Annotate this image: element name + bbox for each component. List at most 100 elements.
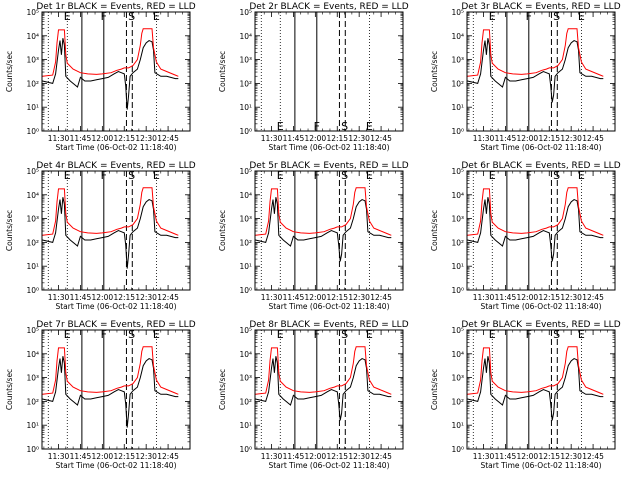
- plot-frame: [254, 11, 404, 132]
- events-series-line: [467, 197, 604, 262]
- y-tick-label: 10⁰: [239, 127, 252, 136]
- event-marker-label: E: [153, 169, 160, 182]
- plot-frame: [41, 11, 191, 132]
- x-tick-label: 12:30: [560, 293, 582, 302]
- events-series-line: [42, 197, 179, 269]
- y-tick-label: 10⁰: [239, 445, 252, 454]
- x-tick-label: 12:00: [92, 293, 114, 302]
- lld-series-line: [255, 346, 392, 395]
- lld-series-line: [42, 28, 179, 77]
- event-marker-label: F: [526, 10, 532, 23]
- chart-panel: Det 3r BLACK = Events, RED = LLD Counts/s…: [430, 2, 621, 152]
- event-marker-label: S: [553, 328, 560, 341]
- x-axis-label: Start Time (06-Oct-02 11:18:40): [55, 302, 176, 311]
- plot-frame: [466, 11, 616, 132]
- y-tick-label: 10⁵: [451, 167, 464, 176]
- lld-series-line: [42, 187, 179, 236]
- x-axis-label: Start Time (06-Oct-02 11:18:40): [480, 143, 601, 152]
- x-tick-label: 12:00: [305, 452, 327, 461]
- plot-frame: [466, 170, 616, 291]
- y-tick-label: 10⁵: [451, 8, 464, 17]
- event-marker-label: E: [153, 328, 160, 341]
- events-series-line: [42, 356, 179, 428]
- event-marker-label: E: [366, 169, 373, 182]
- x-axis-label: Start Time (06-Oct-02 11:18:40): [268, 143, 389, 152]
- y-tick-label: 10³: [451, 56, 464, 65]
- chart-panel: Det 1r BLACK = Events, RED = LLD Counts/s…: [5, 2, 196, 152]
- panel-title: Det 8r BLACK = Events, RED = LLD: [249, 320, 408, 330]
- plot-frame: [41, 170, 191, 291]
- y-axis-label: Counts/sec: [430, 210, 439, 251]
- event-marker-label: E: [366, 328, 373, 341]
- plot-frame: [466, 329, 616, 450]
- x-tick-label: 11:45: [283, 134, 305, 143]
- y-tick-label: 10⁴: [239, 32, 252, 41]
- event-marker-label: E: [277, 120, 284, 133]
- chart-panel: Det 6r BLACK = Events, RED = LLD Counts/s…: [430, 161, 621, 311]
- x-tick-label: 12:45: [370, 134, 392, 143]
- x-tick-label: 12:15: [326, 134, 348, 143]
- panel-title: Det 1r BLACK = Events, RED = LLD: [36, 2, 195, 12]
- x-tick-label: 12:30: [348, 134, 370, 143]
- y-tick-label: 10¹: [26, 262, 39, 271]
- panel-title: Det 3r BLACK = Events, RED = LLD: [461, 2, 620, 12]
- y-tick-label: 10⁴: [451, 32, 464, 41]
- x-tick-label: 11:45: [495, 134, 517, 143]
- x-tick-label: 11:30: [48, 452, 70, 461]
- x-tick-label: 12:15: [113, 134, 135, 143]
- event-marker-label: E: [277, 169, 284, 182]
- event-marker-label: E: [489, 328, 496, 341]
- x-axis-label: Start Time (06-Oct-02 11:18:40): [55, 461, 176, 470]
- x-tick-label: 12:30: [135, 134, 157, 143]
- x-tick-label: 12:00: [517, 134, 539, 143]
- y-tick-label: 10³: [239, 215, 252, 224]
- y-tick-label: 10²: [451, 79, 464, 88]
- x-tick-label: 12:15: [326, 452, 348, 461]
- event-marker-label: F: [314, 120, 320, 133]
- x-tick-label: 12:00: [517, 293, 539, 302]
- lld-series-line: [42, 346, 179, 395]
- y-tick-label: 10²: [26, 238, 39, 247]
- y-tick-label: 10³: [26, 215, 39, 224]
- y-tick-label: 10⁵: [26, 167, 39, 176]
- x-axis-label: Start Time (06-Oct-02 11:18:40): [268, 302, 389, 311]
- x-tick-label: 11:30: [473, 134, 495, 143]
- panel-title: Det 6r BLACK = Events, RED = LLD: [461, 161, 620, 171]
- x-tick-label: 11:30: [261, 293, 283, 302]
- x-tick-label: 11:30: [473, 293, 495, 302]
- y-tick-label: 10¹: [239, 103, 252, 112]
- panel-title: Det 9r BLACK = Events, RED = LLD: [461, 320, 620, 330]
- y-tick-label: 10³: [451, 215, 464, 224]
- y-tick-label: 10²: [451, 397, 464, 406]
- chart-panel: Det 8r BLACK = Events, RED = LLD Counts/s…: [218, 320, 409, 470]
- plot-frame: [41, 329, 191, 450]
- chart-panel: Det 7r BLACK = Events, RED = LLD Counts/s…: [5, 320, 196, 470]
- x-tick-label: 12:45: [370, 452, 392, 461]
- lld-series-line: [467, 187, 604, 236]
- y-tick-label: 10⁴: [26, 32, 39, 41]
- y-axis-label: Counts/sec: [218, 51, 227, 92]
- y-tick-label: 10⁰: [451, 127, 464, 136]
- event-marker-label: E: [64, 169, 71, 182]
- y-tick-label: 10⁵: [239, 8, 252, 17]
- plot-frame: [254, 329, 404, 450]
- x-tick-label: 11:45: [70, 134, 92, 143]
- event-marker-label: S: [553, 10, 560, 23]
- y-tick-label: 10²: [239, 238, 252, 247]
- y-tick-label: 10¹: [451, 421, 464, 430]
- y-tick-label: 10¹: [239, 421, 252, 430]
- lld-series-line: [467, 346, 604, 395]
- y-tick-label: 10⁰: [451, 286, 464, 295]
- panel-title: Det 5r BLACK = Events, RED = LLD: [249, 161, 408, 171]
- y-tick-label: 10⁰: [451, 445, 464, 454]
- x-tick-label: 12:15: [538, 134, 560, 143]
- x-tick-label: 12:45: [157, 293, 179, 302]
- y-tick-label: 10²: [451, 238, 464, 247]
- x-tick-label: 12:15: [113, 452, 135, 461]
- event-marker-label: E: [277, 328, 284, 341]
- x-tick-label: 12:00: [92, 134, 114, 143]
- y-tick-label: 10⁵: [239, 326, 252, 335]
- y-tick-label: 10⁵: [451, 326, 464, 335]
- x-tick-label: 12:30: [348, 293, 370, 302]
- event-marker-label: S: [128, 169, 135, 182]
